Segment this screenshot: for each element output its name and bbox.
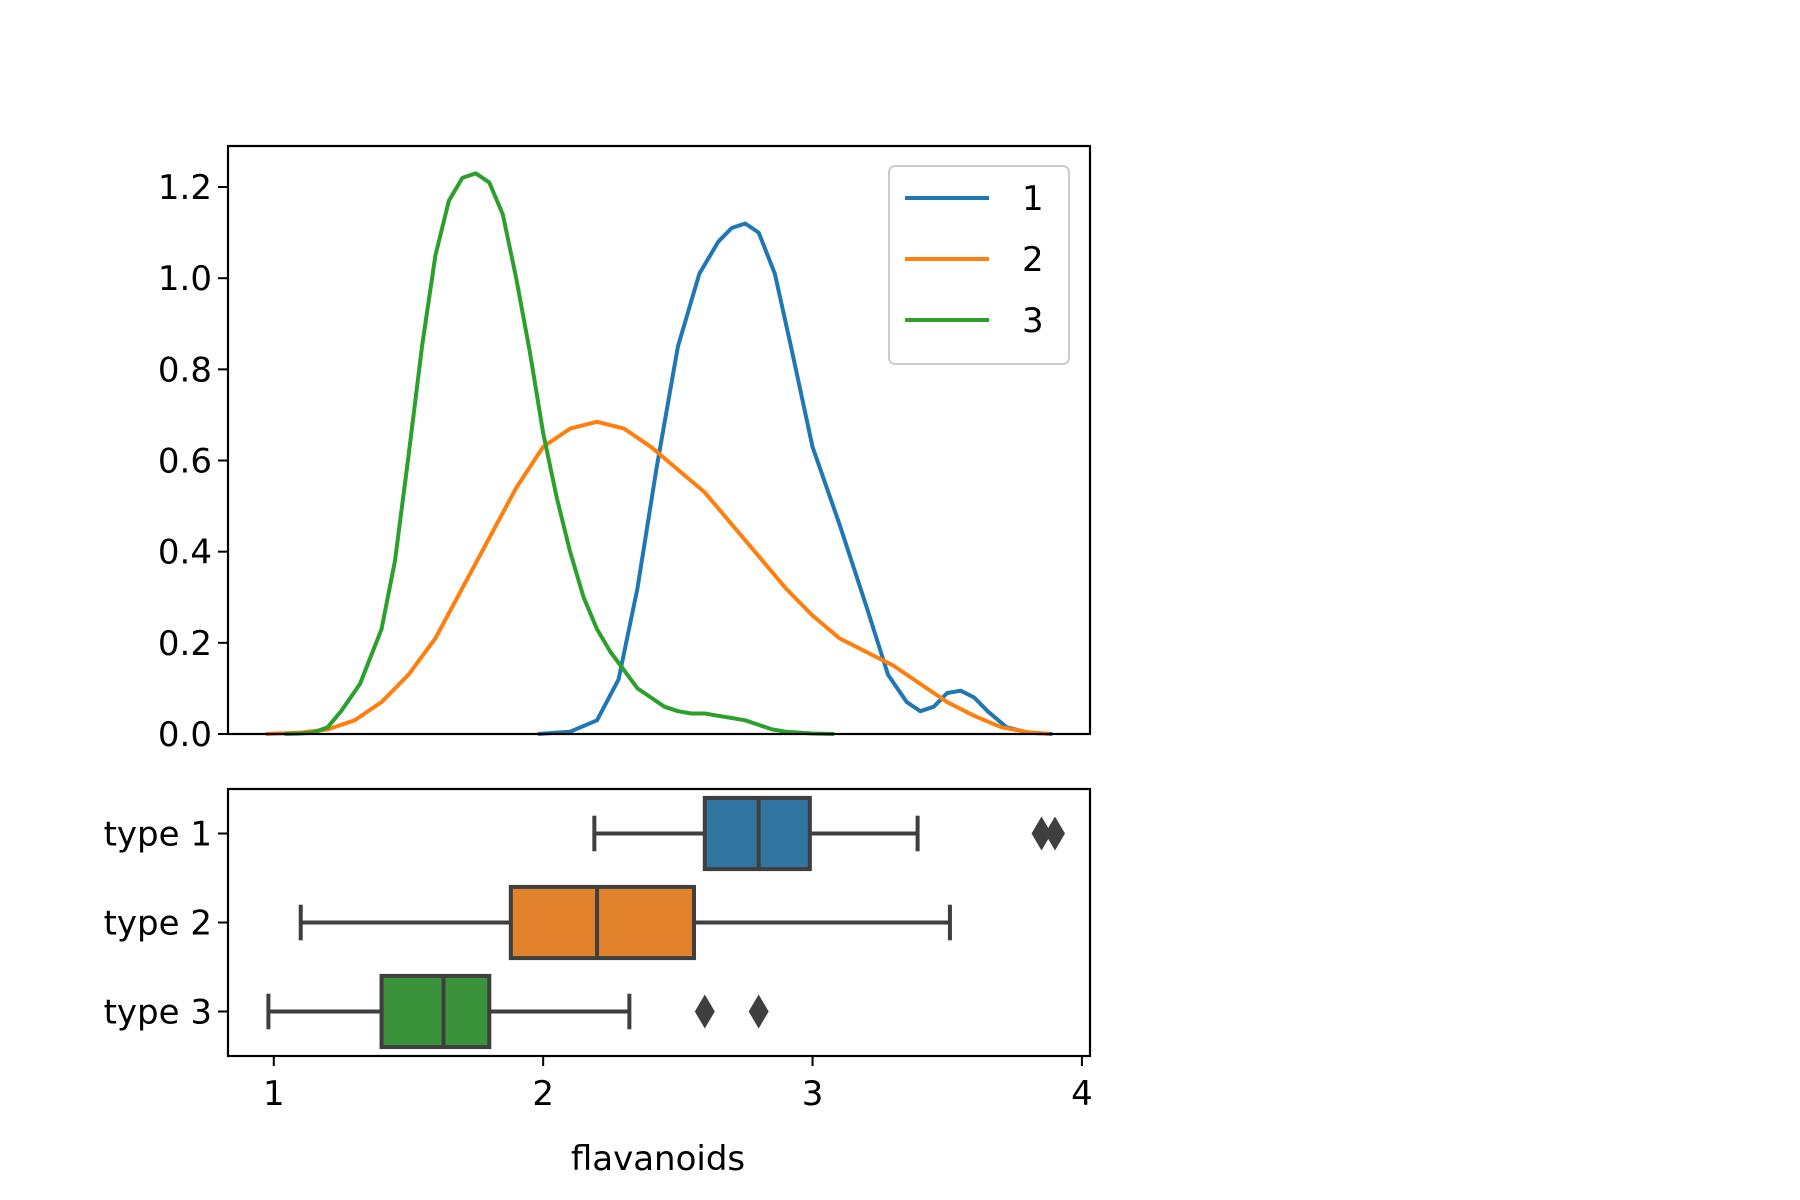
x-tick-label: 3 [802, 1074, 824, 1114]
legend-label-3: 3 [1022, 301, 1044, 341]
y-axis-ticks: 0.0 0.2 0.4 0.6 0.8 1.0 1.2 [158, 168, 228, 755]
density-line-series-3 [284, 171, 835, 736]
density-line-series-1 [537, 221, 1053, 736]
box-type-2 [298, 884, 952, 961]
x-axis-ticks: 1 2 3 4 [263, 1056, 1093, 1114]
legend-label-2: 2 [1022, 240, 1044, 280]
outlier-marker [748, 994, 769, 1029]
density-plot-frame [226, 144, 1092, 736]
x-tick-label: 4 [1071, 1074, 1093, 1114]
box-type-1 [592, 795, 1065, 872]
y-tick-label: 0.8 [158, 350, 212, 390]
y-tick-label: 0.0 [158, 715, 212, 755]
x-tick-label: 2 [532, 1074, 554, 1114]
outlier-marker [1044, 816, 1065, 851]
y-tick-label: 0.6 [158, 442, 212, 482]
y-tick-label: 1.0 [158, 259, 212, 299]
x-tick-label: 1 [263, 1074, 285, 1114]
legend-box [888, 165, 1070, 365]
iqr-box [379, 973, 492, 1050]
y-tick-label: 0.4 [158, 533, 212, 573]
outlier-marker [694, 994, 715, 1029]
density-line-series-2 [265, 419, 1050, 736]
y-tick-label: 1.2 [158, 168, 212, 208]
legend: 1 2 3 [888, 165, 1070, 365]
y-tick-label: 0.2 [158, 624, 212, 664]
box-marks [266, 795, 1065, 1050]
density-lines [265, 171, 1053, 736]
outlier-marker [1031, 816, 1052, 851]
category-tick-label: type 1 [104, 815, 212, 855]
box-plot-frame [226, 787, 1092, 1058]
category-tick-label: type 3 [104, 993, 212, 1033]
legend-label-1: 1 [1022, 179, 1044, 219]
legend-entries: 1 2 3 [905, 179, 1044, 341]
box-type-3 [266, 973, 769, 1050]
box-plot: type 1 type 2 type 3 1 2 3 4 flavanoids [104, 787, 1093, 1179]
density-plot: 0.0 0.2 0.4 0.6 0.8 1.0 1.2 1 2 3 [158, 144, 1092, 755]
category-ticks: type 1 type 2 type 3 [104, 815, 228, 1033]
category-tick-label: type 2 [104, 904, 212, 944]
iqr-box [508, 884, 697, 961]
x-axis-label: flavanoids [571, 1139, 745, 1179]
